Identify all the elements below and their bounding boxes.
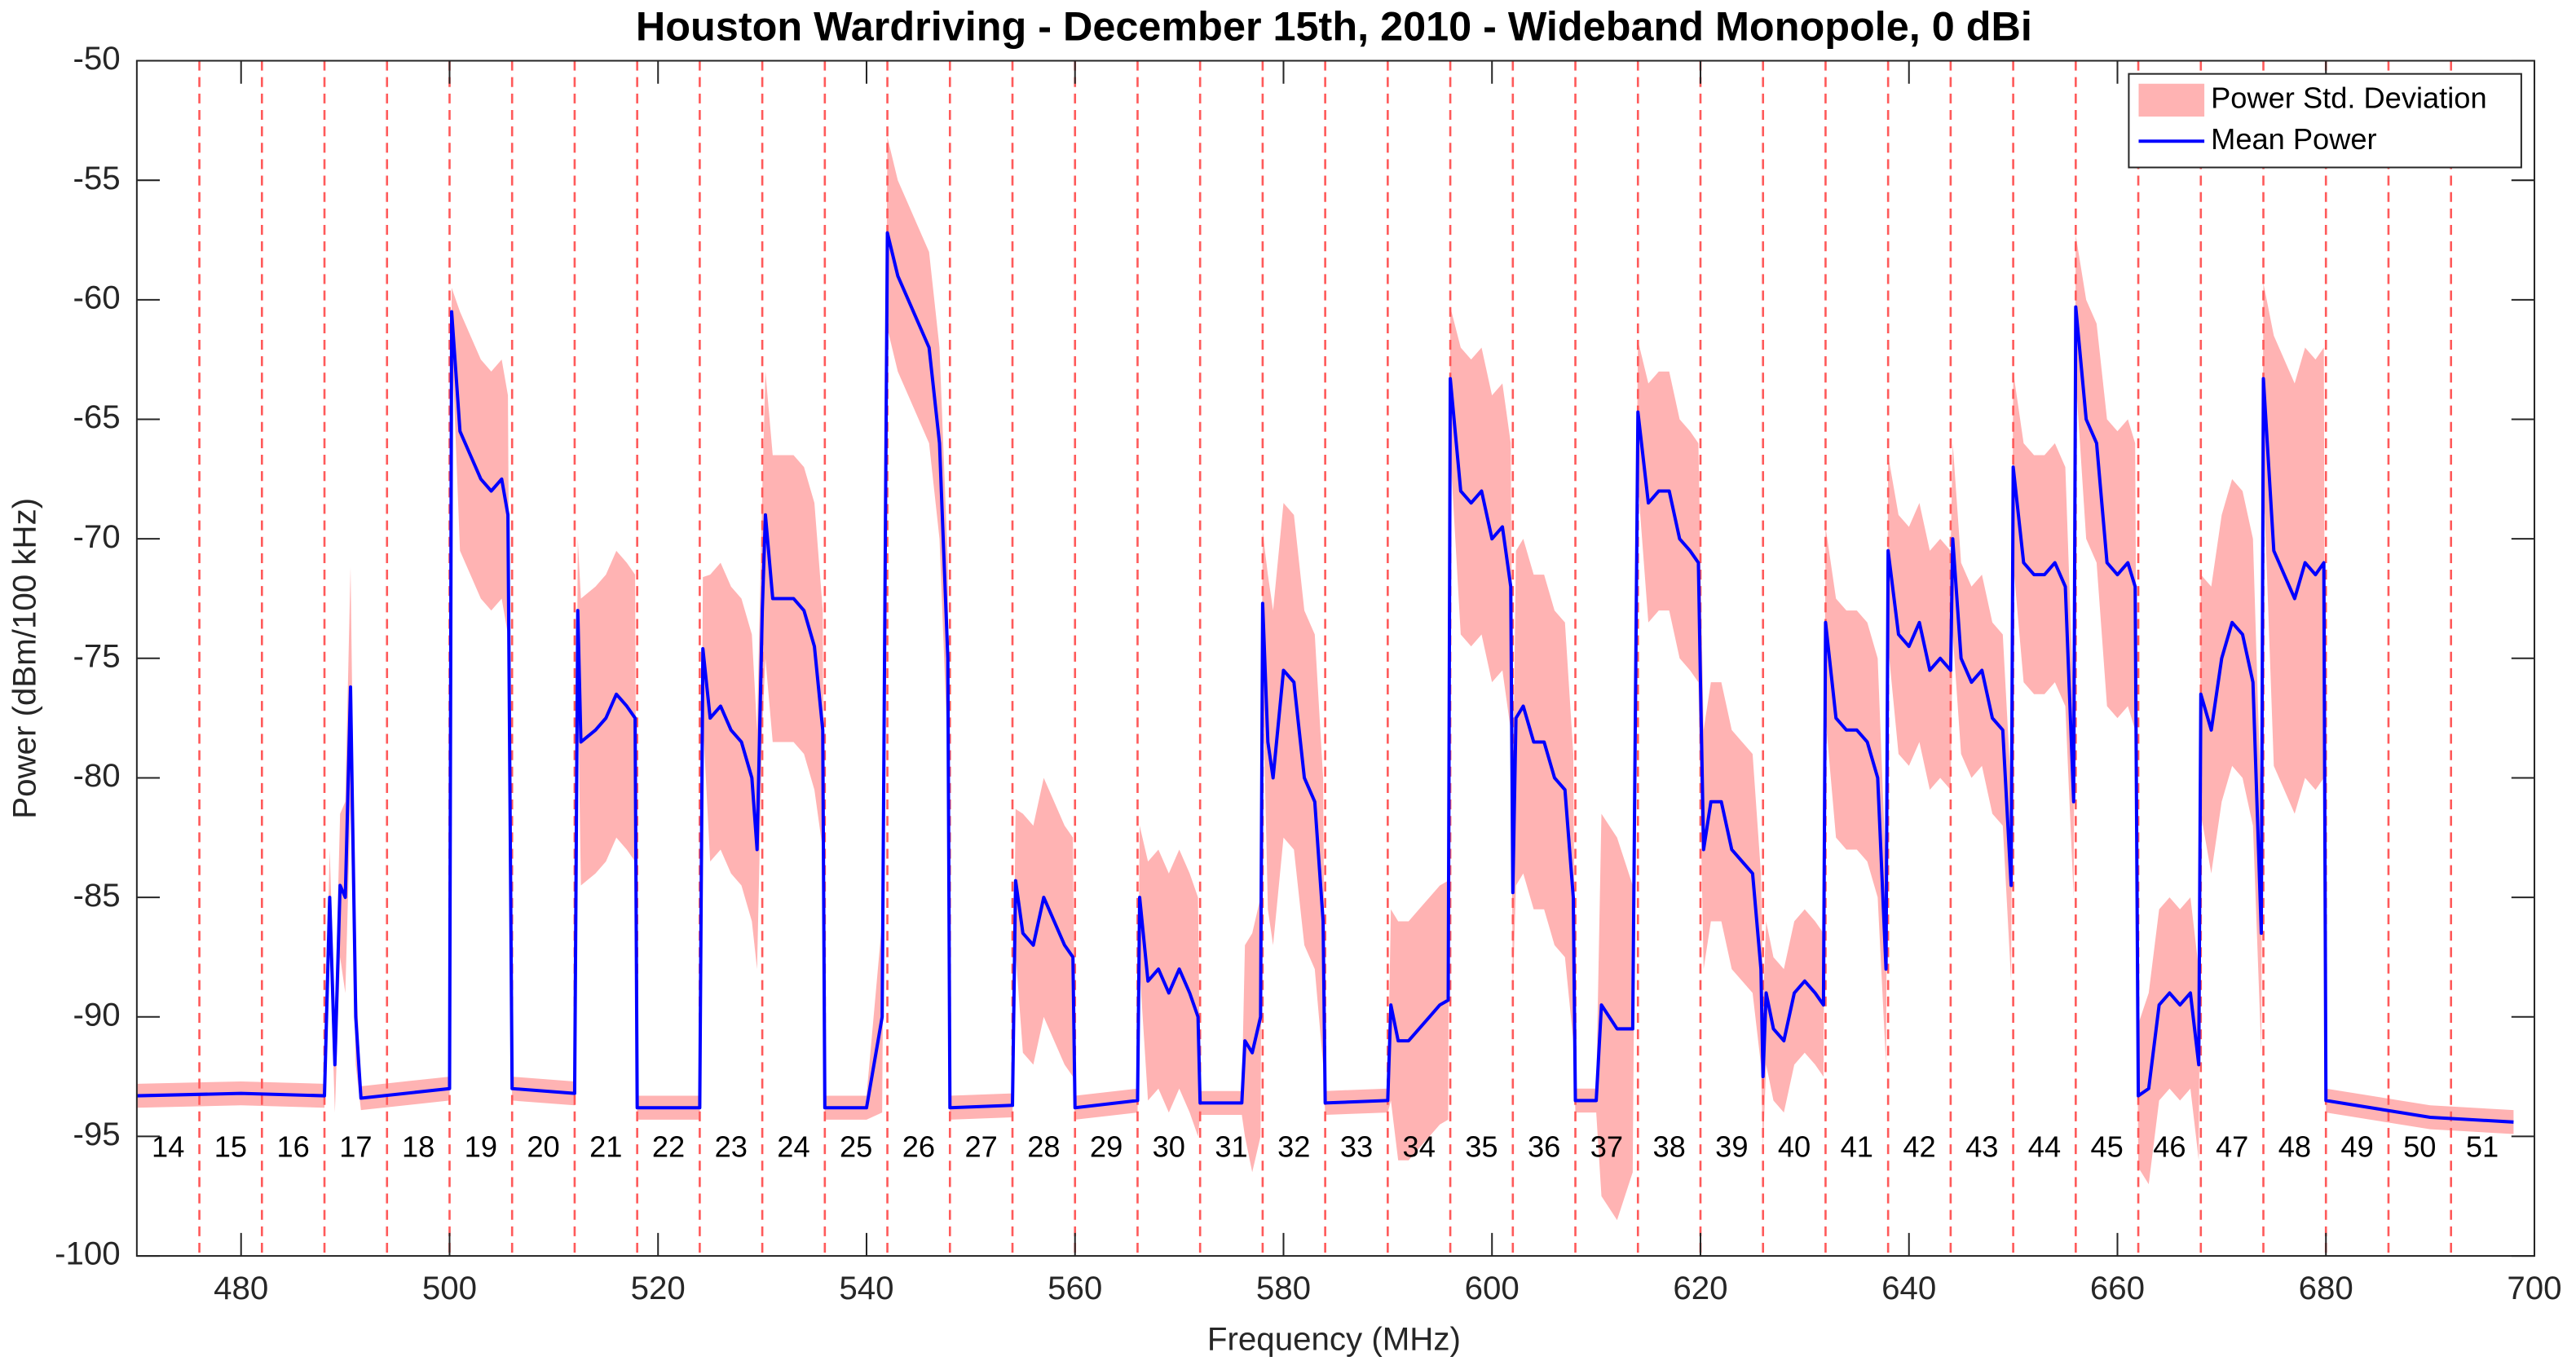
y-tick-label: -95 bbox=[73, 1116, 121, 1152]
y-tick-label: -80 bbox=[73, 757, 121, 794]
y-tick-label: -85 bbox=[73, 877, 121, 914]
chart-title: Houston Wardriving - December 15th, 2010… bbox=[636, 3, 2032, 50]
channel-label: 48 bbox=[2278, 1130, 2311, 1164]
y-axis-label: Power (dBm/100 kHz) bbox=[7, 498, 43, 819]
y-tick-label: -55 bbox=[73, 160, 121, 196]
x-tick-label: 640 bbox=[1881, 1270, 1936, 1306]
legend-label: Mean Power bbox=[2211, 122, 2377, 156]
mean-power-line bbox=[136, 231, 2514, 1124]
channel-label: 17 bbox=[339, 1130, 372, 1164]
channel-label: 34 bbox=[1403, 1130, 1436, 1164]
channel-label: 37 bbox=[1590, 1130, 1623, 1164]
x-tick-label: 680 bbox=[2299, 1270, 2353, 1306]
channel-label: 42 bbox=[1903, 1130, 1935, 1164]
legend-label: Power Std. Deviation bbox=[2211, 81, 2487, 114]
x-tick-label: 560 bbox=[1048, 1270, 1102, 1306]
channel-label: 40 bbox=[1778, 1130, 1811, 1164]
channel-label: 39 bbox=[1715, 1130, 1748, 1164]
channel-label: 43 bbox=[1965, 1130, 1998, 1164]
channel-label: 28 bbox=[1027, 1130, 1060, 1164]
channel-label: 44 bbox=[2028, 1130, 2061, 1164]
channel-label: 25 bbox=[840, 1130, 872, 1164]
channel-label: 27 bbox=[964, 1130, 997, 1164]
y-tick-label: -100 bbox=[55, 1235, 121, 1272]
channel-label: 14 bbox=[152, 1130, 184, 1164]
x-tick-label: 600 bbox=[1465, 1270, 1520, 1306]
channel-label: 16 bbox=[277, 1130, 310, 1164]
channel-label: 46 bbox=[2153, 1130, 2186, 1164]
channel-label: 47 bbox=[2216, 1130, 2248, 1164]
channel-label: 41 bbox=[1841, 1130, 1873, 1164]
x-tick-label: 580 bbox=[1256, 1270, 1311, 1306]
legend-swatch bbox=[2138, 83, 2205, 117]
y-tick-label: -50 bbox=[73, 40, 121, 77]
channel-label: 23 bbox=[715, 1130, 748, 1164]
channel-label: 18 bbox=[402, 1130, 434, 1164]
channel-label: 22 bbox=[652, 1130, 685, 1164]
x-tick-label: 500 bbox=[422, 1270, 477, 1306]
channel-label: 32 bbox=[1277, 1130, 1310, 1164]
x-tick-label: 540 bbox=[839, 1270, 893, 1306]
channel-label: 45 bbox=[2091, 1130, 2124, 1164]
y-tick-label: -60 bbox=[73, 279, 121, 315]
channel-label: 21 bbox=[589, 1130, 622, 1164]
x-tick-label: 700 bbox=[2507, 1270, 2561, 1306]
channel-label: 31 bbox=[1215, 1130, 1247, 1164]
channel-label: 51 bbox=[2466, 1130, 2499, 1164]
channel-label: 29 bbox=[1090, 1130, 1123, 1164]
channel-label: 35 bbox=[1465, 1130, 1498, 1164]
channel-label: 36 bbox=[1528, 1130, 1560, 1164]
channel-label: 49 bbox=[2340, 1130, 2373, 1164]
x-axis-label: Frequency (MHz) bbox=[1207, 1320, 1461, 1357]
channel-label: 19 bbox=[465, 1130, 497, 1164]
channel-label: 24 bbox=[777, 1130, 809, 1164]
y-tick-label: -70 bbox=[73, 518, 121, 555]
channel-label: 50 bbox=[2403, 1130, 2436, 1164]
y-tick-label: -65 bbox=[73, 399, 121, 435]
x-tick-label: 620 bbox=[1673, 1270, 1727, 1306]
channel-label: 26 bbox=[902, 1130, 935, 1164]
x-tick-label: 660 bbox=[2090, 1270, 2145, 1306]
y-tick-label: -90 bbox=[73, 996, 121, 1033]
channel-label: 30 bbox=[1153, 1130, 1185, 1164]
y-tick-label: -75 bbox=[73, 637, 121, 674]
channel-label: 15 bbox=[214, 1130, 247, 1164]
x-tick-label: 480 bbox=[214, 1270, 268, 1306]
channel-label: 20 bbox=[527, 1130, 559, 1164]
x-tick-label: 520 bbox=[631, 1270, 686, 1306]
channel-label: 38 bbox=[1652, 1130, 1685, 1164]
std-band bbox=[136, 137, 2514, 1221]
channel-label: 33 bbox=[1340, 1130, 1373, 1164]
